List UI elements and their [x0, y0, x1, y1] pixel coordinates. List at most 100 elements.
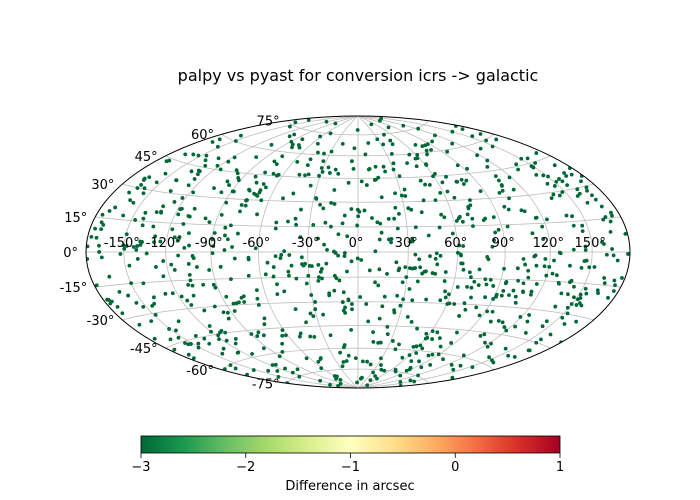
data-point [462, 301, 467, 306]
data-point [224, 200, 229, 205]
data-point [176, 319, 181, 324]
data-point [464, 178, 469, 183]
data-point [319, 166, 324, 170]
data-point [499, 293, 504, 298]
data-point [492, 238, 496, 243]
data-point [506, 353, 511, 358]
data-point [99, 227, 104, 232]
data-point [297, 172, 302, 177]
data-point [278, 256, 283, 261]
longitude-tick-label: -120° [146, 236, 182, 251]
data-point [318, 134, 323, 139]
data-point [366, 141, 371, 145]
data-point [546, 174, 550, 179]
data-point [465, 166, 469, 171]
data-point [500, 188, 505, 193]
data-point [534, 282, 539, 286]
data-point [542, 264, 547, 269]
data-point [422, 269, 427, 274]
data-point [445, 189, 450, 194]
data-point [196, 341, 201, 346]
data-point [329, 224, 333, 229]
data-point [226, 316, 231, 321]
data-point [461, 244, 466, 248]
data-point [346, 297, 351, 302]
data-point [318, 357, 323, 361]
data-point [451, 367, 456, 372]
data-point [332, 202, 337, 206]
data-point [355, 128, 360, 132]
data-point [565, 183, 570, 188]
data-point [192, 177, 197, 181]
data-point [500, 320, 505, 325]
data-point [367, 167, 372, 171]
data-point [572, 284, 576, 289]
data-point [282, 249, 287, 254]
data-point [442, 279, 447, 283]
data-point [560, 179, 565, 184]
data-point [290, 145, 294, 150]
data-point [221, 310, 226, 315]
data-point [462, 182, 466, 186]
data-point [211, 282, 216, 287]
data-point [295, 159, 300, 164]
data-point [343, 305, 347, 310]
data-point [434, 251, 439, 256]
data-point [275, 369, 280, 373]
data-point [529, 289, 534, 294]
data-points [86, 116, 630, 388]
data-point [159, 210, 163, 215]
data-point [497, 178, 501, 183]
data-point [258, 188, 263, 193]
data-point [368, 362, 373, 367]
data-point [604, 252, 609, 257]
data-point [444, 174, 448, 179]
data-point [186, 283, 191, 287]
data-point [152, 295, 156, 300]
data-point [455, 330, 459, 335]
data-point [603, 215, 608, 219]
data-point [513, 294, 518, 299]
data-point [275, 292, 280, 297]
data-point [188, 278, 193, 283]
data-point [438, 298, 443, 303]
data-point [459, 177, 464, 182]
data-point [218, 330, 223, 335]
data-point [306, 273, 311, 278]
data-point [235, 171, 240, 176]
data-point [501, 289, 506, 293]
data-point [545, 181, 550, 186]
latitude-tick-label: -15° [60, 281, 88, 296]
data-point [544, 273, 549, 278]
data-point [154, 210, 159, 215]
data-point [291, 191, 296, 196]
data-point [223, 233, 227, 238]
data-point [547, 264, 552, 269]
data-point [306, 118, 311, 122]
data-point [428, 254, 432, 259]
data-point [366, 319, 371, 324]
data-point [349, 328, 354, 332]
data-point [590, 193, 594, 198]
data-point [407, 353, 412, 358]
data-point [349, 207, 354, 211]
data-point [450, 231, 455, 236]
data-point [306, 172, 311, 177]
data-point [397, 342, 401, 347]
data-point [441, 357, 445, 362]
data-point [195, 265, 199, 269]
latitude-tick-label: 60° [191, 128, 214, 143]
data-point [552, 184, 557, 188]
data-point [595, 288, 600, 293]
data-point [236, 178, 241, 183]
data-point [193, 333, 198, 338]
data-point [187, 243, 191, 248]
data-point [207, 268, 212, 272]
data-point [373, 249, 378, 254]
data-point [209, 329, 213, 334]
data-point [442, 215, 447, 220]
data-point [425, 142, 430, 147]
data-point [391, 339, 395, 343]
data-point [494, 294, 498, 299]
data-point [519, 156, 524, 161]
